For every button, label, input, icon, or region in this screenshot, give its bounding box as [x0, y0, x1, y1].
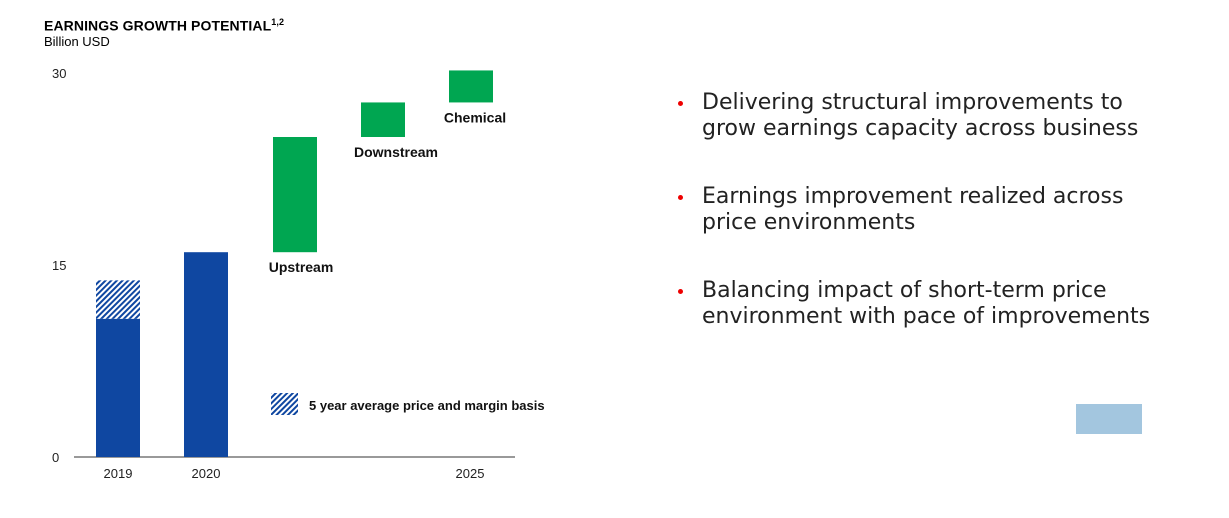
y-tick-label: 0	[52, 450, 59, 465]
y-tick-label: 15	[52, 258, 66, 273]
increment-bar	[361, 102, 405, 137]
increment-bar-label: Chemical	[444, 109, 506, 125]
bullet-item: Delivering structural improvements to gr…	[676, 90, 1176, 142]
hatched-bar-segment	[96, 280, 140, 319]
base-bar	[184, 252, 228, 457]
legend-swatch-hatched	[271, 393, 298, 415]
bullet-dot-icon	[678, 195, 683, 200]
bullet-text: Delivering structural improvements to gr…	[702, 90, 1139, 141]
base-bar	[96, 318, 140, 457]
bullet-item: Earnings improvement realized across pri…	[676, 184, 1176, 236]
x-tick-label: 2025	[456, 466, 485, 481]
x-tick-label: 2020	[192, 466, 221, 481]
legend-label: 5 year average price and margin basis	[309, 398, 545, 413]
bullet-text: Balancing impact of short-term price env…	[702, 278, 1151, 329]
chart-title-text: EARNINGS GROWTH POTENTIAL	[44, 17, 272, 34]
waterfall-chart: 0 15 30 2019 2020 2025 Upstream Downstream Chemi…	[52, 66, 545, 481]
chart-unit-label: Billion USD	[44, 34, 110, 49]
increment-bar	[449, 70, 493, 103]
key-points-list: Delivering structural improvements to gr…	[676, 90, 1176, 372]
bullet-text: Earnings improvement realized across pri…	[702, 184, 1124, 235]
bullet-dot-icon	[678, 101, 683, 106]
y-tick-label: 30	[52, 66, 66, 81]
bullet-dot-icon	[678, 289, 683, 294]
bullet-item: Balancing impact of short-term price env…	[676, 278, 1176, 330]
chart-title: EARNINGS GROWTH POTENTIAL1,2	[44, 17, 284, 34]
increment-bar	[273, 137, 317, 253]
increment-bar-label: Downstream	[354, 144, 438, 160]
chart-title-footnote: 1,2	[271, 17, 285, 27]
x-tick-label: 2019	[104, 466, 133, 481]
logo-placeholder-box	[1076, 404, 1142, 434]
chart-plot-area: 0 15 30 2019 2020 2025 Upstream Downstream Chemi…	[52, 66, 545, 481]
increment-bar-label: Upstream	[269, 259, 334, 275]
